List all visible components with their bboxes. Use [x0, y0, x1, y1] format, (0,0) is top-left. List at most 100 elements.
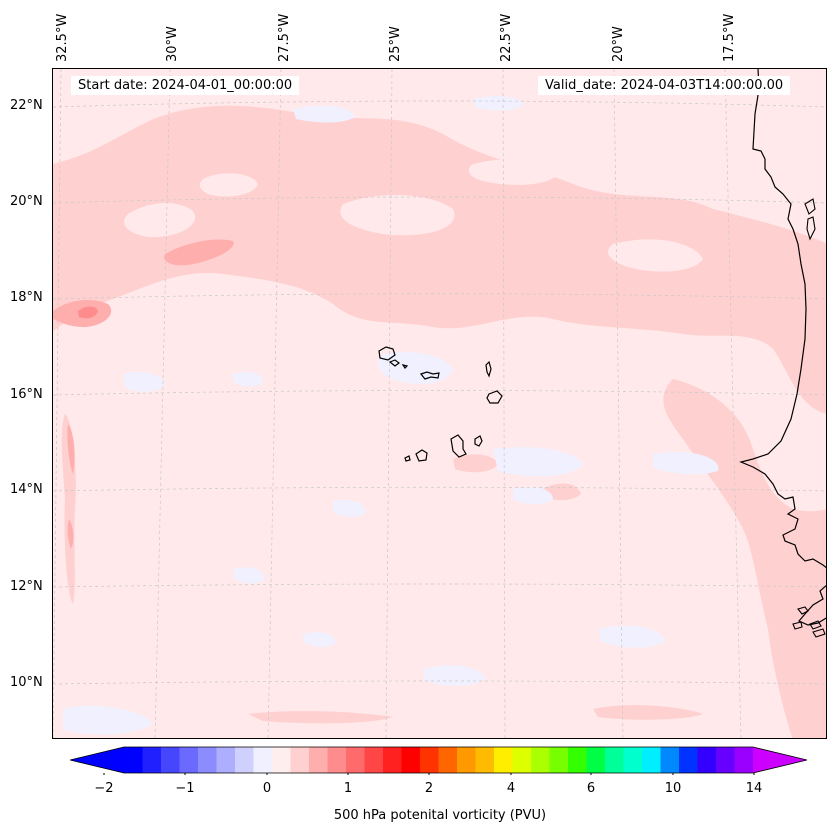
- colorbar-cell: [734, 747, 754, 773]
- colorbar-cell: [198, 747, 217, 773]
- colorbar-cell: [660, 747, 680, 773]
- colorbar-cell: [420, 747, 439, 773]
- colorbar-cell: [327, 747, 347, 773]
- colorbar-cell: [568, 747, 587, 773]
- pv-contour-negative: [513, 487, 553, 505]
- pv-contour-negative: [233, 567, 264, 584]
- lon-label-17-5w: 17.5°W: [722, 13, 737, 62]
- colorbar-cell: [586, 747, 606, 773]
- lat-label-22n: 22°N: [10, 98, 43, 113]
- colorbar-cell: [179, 747, 199, 773]
- cape-verde-islands: [378, 346, 503, 462]
- colorbar-cell: [697, 747, 717, 773]
- pv-contour-negative: [473, 96, 523, 111]
- pv-contour-negative: [123, 372, 165, 392]
- pv-contour-negative: [653, 451, 719, 475]
- colorbar-ticks: [103, 773, 755, 775]
- pv-contour-hole: [340, 194, 455, 236]
- colorbar-cell: [235, 747, 254, 773]
- pv-contour-negative: [333, 499, 366, 517]
- colorbar-cell: [364, 747, 384, 773]
- colorbar-cell: [142, 747, 162, 773]
- colorbar-cell: [642, 747, 661, 773]
- pv-contour-high-4: [67, 424, 75, 474]
- island-sal: [485, 360, 492, 378]
- colorbar-cell: [605, 747, 624, 773]
- pv-map: [53, 69, 826, 738]
- lon-label-27-5w: 27.5°W: [277, 13, 292, 62]
- colorbar-tick-label: −2: [94, 781, 114, 796]
- lon-label-30w: 30°W: [165, 26, 180, 62]
- colorbar-tick-label: 2: [424, 781, 434, 796]
- colorbar-cell: [346, 747, 365, 773]
- coast-islet: [792, 621, 803, 630]
- coast-islet: [804, 198, 816, 215]
- island-sao-vicente: [388, 359, 400, 367]
- colorbar-cell: [623, 747, 643, 773]
- colorbar-outline: [70, 746, 808, 774]
- lat-label-10n: 10°N: [10, 675, 43, 690]
- lat-label-14n: 14°N: [10, 482, 43, 497]
- pv-contour-hole: [608, 239, 703, 272]
- map-panel: [52, 68, 827, 739]
- colorbar-extend-high: [753, 747, 807, 773]
- africa-coastline: [739, 69, 826, 569]
- pv-contour-high-1: [164, 239, 234, 266]
- island-boa-vista: [486, 390, 503, 404]
- pv-contour-strip-south: [248, 711, 393, 724]
- coast-islet: [809, 620, 822, 630]
- pv-contour-hole: [124, 203, 196, 238]
- colorbar-tick-label: 14: [745, 781, 763, 796]
- colorbar-cell: [679, 747, 698, 773]
- pv-contour-hole: [199, 173, 258, 197]
- island-santa-luzia: [401, 364, 409, 369]
- pv-contour-negative: [233, 372, 264, 387]
- pv-contour-fleck: [453, 454, 498, 473]
- colorbar-tick-label: 4: [506, 781, 516, 796]
- pv-contour-strip-south: [593, 705, 703, 720]
- colorbar-cell: [457, 747, 476, 773]
- lat-label-12n: 12°N: [10, 579, 43, 594]
- start-date-label: Start date: 2024-04-01_00:00:00: [71, 76, 300, 95]
- colorbar-cell: [531, 747, 550, 773]
- gridlines: [53, 69, 826, 738]
- island-santiago: [450, 434, 467, 458]
- pv-contour-negative: [598, 625, 665, 648]
- colorbar-cells: [124, 747, 754, 773]
- island-santo-antao: [378, 346, 396, 361]
- island-maio: [474, 435, 483, 447]
- colorbar-cell: [383, 747, 402, 773]
- lon-label-22-5w: 22.5°W: [499, 13, 514, 62]
- colorbar-tick-label: 0: [262, 781, 272, 796]
- coast-islet: [812, 628, 826, 638]
- colorbar-tick-label: 6: [586, 781, 596, 796]
- colorbar-extend-low: [70, 747, 124, 773]
- island-sao-nicolau: [419, 371, 440, 380]
- colorbar-cell: [253, 747, 273, 773]
- pv-contour-hole: [468, 159, 558, 185]
- valid-date-label: Valid_date: 2024-04-03T14:00:00.00: [538, 76, 791, 95]
- pv-contour-negative: [378, 352, 453, 384]
- colorbar-cell: [475, 747, 495, 773]
- colorbar-cell: [290, 747, 310, 773]
- coast-islet: [806, 216, 816, 241]
- island-fogo: [415, 449, 428, 462]
- colorbar-cell: [716, 747, 735, 773]
- colorbar-cell: [216, 747, 236, 773]
- island-brava: [404, 455, 411, 462]
- pv-contour-negative: [303, 632, 336, 647]
- colorbar-cell: [494, 747, 513, 773]
- lon-label-32-5w: 32.5°W: [55, 13, 70, 62]
- lat-label-16n: 16°N: [10, 387, 43, 402]
- colorbar-title: 500 hPa potenital vorticity (PVU): [333, 808, 547, 823]
- lon-label-20w: 20°W: [611, 26, 626, 62]
- colorbar-cell: [309, 747, 328, 773]
- pv-contour-negative: [293, 105, 355, 123]
- colorbar-cell: [272, 747, 291, 773]
- coast-islet: [797, 606, 809, 615]
- pv-contour-high-3: [78, 306, 98, 319]
- colorbar-tick-label: 10: [664, 781, 682, 796]
- pv-contour-high-5: [67, 519, 74, 549]
- colorbar-cell: [512, 747, 532, 773]
- pv-contour-negative: [63, 705, 153, 735]
